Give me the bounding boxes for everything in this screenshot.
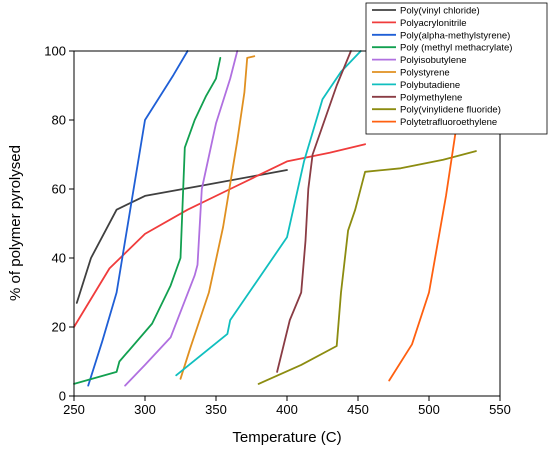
x-tick-label-6: 550 xyxy=(489,402,511,417)
x-tick-label-3: 400 xyxy=(276,402,298,417)
y-tick-label-4: 80 xyxy=(52,113,66,128)
y-tick-label-0: 0 xyxy=(59,389,66,404)
series-line-7 xyxy=(276,50,352,373)
series-line-1 xyxy=(73,143,367,328)
legend-label-5: Polystyrene xyxy=(400,68,450,79)
y-axis: 0 20 40 60 80 100 xyxy=(44,44,74,404)
series-line-3 xyxy=(73,57,222,385)
legend: Poly(vinyl chloride)PolyacrylonitrilePol… xyxy=(365,2,548,135)
series-line-5 xyxy=(179,55,256,380)
y-tick-label-1: 20 xyxy=(52,320,66,335)
legend-label-7: Polymethylene xyxy=(400,92,462,103)
legend-label-4: Polyisobutylene xyxy=(400,55,467,66)
y-tick-label-2: 40 xyxy=(52,251,66,266)
x-tick-label-1: 300 xyxy=(134,402,156,417)
x-tick-label-5: 500 xyxy=(418,402,440,417)
series-line-4 xyxy=(124,50,239,387)
legend-label-9: Polytetrafluoroethylene xyxy=(400,117,497,128)
y-tick-label-5: 100 xyxy=(44,44,66,59)
legend-label-0: Poly(vinyl chloride) xyxy=(400,6,480,17)
legend-label-2: Poly(alpha-methylstyrene) xyxy=(400,30,510,41)
x-tick-label-4: 450 xyxy=(347,402,369,417)
y-tick-label-3: 60 xyxy=(52,182,66,197)
series-line-8 xyxy=(257,150,477,385)
x-tick-label-0: 250 xyxy=(63,402,85,417)
x-tick-label-2: 350 xyxy=(205,402,227,417)
legend-label-3: Poly (methyl methacrylate) xyxy=(400,43,512,54)
x-axis-title: Temperature (C) xyxy=(232,429,341,446)
series-line-2 xyxy=(87,50,189,387)
legend-label-6: Polybutadiene xyxy=(400,80,460,91)
legend-label-8: Poly(vinylidene fluoride) xyxy=(400,105,501,116)
legend-label-1: Polyacrylonitrile xyxy=(400,18,467,29)
y-axis-title: % of polymer pyrolysed xyxy=(7,145,24,301)
series-line-6 xyxy=(175,50,362,377)
x-axis: 250 300 350 400 450 500 550 xyxy=(63,396,511,417)
legend-box xyxy=(365,2,548,135)
